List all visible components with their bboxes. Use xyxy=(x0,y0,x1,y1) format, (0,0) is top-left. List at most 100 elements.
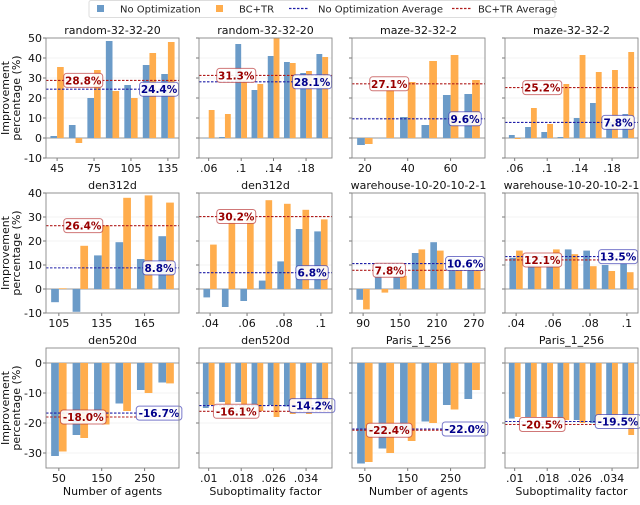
subplot: .04.06.08.112.1%13.5%warehouse-10-20-10-… xyxy=(502,179,639,330)
bar-no-optimization xyxy=(590,103,596,138)
x-tick-label: 50 xyxy=(358,472,372,485)
subplot-title: random-32-32-20 xyxy=(217,24,314,37)
bar-no-optimization xyxy=(558,137,564,138)
bar-no-optimization xyxy=(546,265,553,289)
x-tick-label: .01 xyxy=(200,472,218,485)
no-optimization-average-label: 6.8% xyxy=(297,268,327,280)
bar-bctr xyxy=(627,272,634,289)
bar-bctr xyxy=(612,363,618,420)
bar-bctr xyxy=(472,80,480,138)
bar-bctr xyxy=(563,363,569,420)
bar-no-optimization xyxy=(412,253,419,289)
bar-no-optimization xyxy=(525,127,531,138)
y-tick-label: -30 xyxy=(24,447,42,460)
x-tick-label: 135 xyxy=(157,162,178,175)
bar-no-optimization xyxy=(268,363,274,405)
bar-no-optimization xyxy=(51,363,59,456)
bar-no-optimization xyxy=(541,363,547,417)
no-optimization-average-label: -14.2% xyxy=(292,401,333,413)
bar-no-optimization xyxy=(590,363,596,423)
bar-bctr xyxy=(241,80,247,138)
bar-bctr xyxy=(76,138,83,143)
bar-bctr xyxy=(386,90,394,138)
bar-bctr xyxy=(563,84,569,138)
x-tick-label: .04 xyxy=(507,317,525,330)
bar-bctr xyxy=(386,363,394,453)
bar-bctr xyxy=(363,289,370,309)
bar-no-optimization xyxy=(443,363,451,405)
bar-no-optimization xyxy=(252,90,258,138)
bar-bctr xyxy=(365,138,373,144)
bar-no-optimization xyxy=(284,62,290,138)
bar-no-optimization xyxy=(284,363,290,407)
x-tick-label: .01 xyxy=(506,472,524,485)
bar-bctr xyxy=(590,266,597,289)
bar-no-optimization xyxy=(87,98,94,138)
x-tick-label: .18 xyxy=(603,162,621,175)
x-tick-label: .06 xyxy=(506,162,524,175)
bar-bctr xyxy=(102,225,110,289)
bar-bctr xyxy=(257,363,263,411)
bar-no-optimization xyxy=(259,281,266,289)
x-tick-label: 105 xyxy=(48,317,69,330)
bctr-average-label: 31.3% xyxy=(218,70,255,82)
bar-no-optimization xyxy=(430,242,437,289)
bar-no-optimization xyxy=(240,289,247,301)
bar-bctr xyxy=(580,55,586,138)
bar-no-optimization xyxy=(124,85,131,138)
bar-no-optimization xyxy=(116,363,124,404)
y-tick-label: -10 xyxy=(24,152,42,165)
bar-bctr xyxy=(429,363,437,423)
bar-no-optimization xyxy=(116,242,124,289)
x-tick-label: .1 xyxy=(236,162,247,175)
bar-no-optimization xyxy=(509,363,515,419)
x-tick-label: .18 xyxy=(297,162,315,175)
bar-bctr xyxy=(429,61,437,138)
x-tick-label: 150 xyxy=(390,317,411,330)
x-tick-label: .034 xyxy=(600,472,625,485)
bar-no-optimization xyxy=(143,65,150,138)
bar-bctr xyxy=(274,363,280,417)
no-optimization-average-label: -19.5% xyxy=(598,417,639,429)
bar-bctr xyxy=(59,288,67,289)
bar-bctr xyxy=(515,363,521,417)
x-tick-label: 210 xyxy=(426,317,447,330)
legend-label: No Optimization Average xyxy=(318,5,443,16)
x-tick-label: 75 xyxy=(87,162,101,175)
bar-no-optimization xyxy=(222,289,229,307)
bar-bctr xyxy=(274,38,280,138)
bar-no-optimization xyxy=(422,363,430,422)
bar-bctr xyxy=(290,63,296,138)
y-axis-label: percentage (%) xyxy=(10,55,23,140)
subplot-title: den520d xyxy=(241,334,290,347)
bar-no-optimization xyxy=(574,118,580,138)
bctr-average-label: 12.1% xyxy=(524,255,561,267)
bar-bctr xyxy=(547,363,553,417)
bar-no-optimization xyxy=(620,264,627,289)
subplot-title: random-32-32-20 xyxy=(64,24,161,37)
y-tick-label: -10 xyxy=(24,307,42,320)
no-optimization-average-label: 9.6% xyxy=(450,114,480,126)
bar-bctr xyxy=(531,108,537,138)
x-tick-label: 105 xyxy=(120,162,141,175)
bar-bctr xyxy=(59,363,67,452)
bar-bctr xyxy=(608,271,615,289)
x-tick-label: 90 xyxy=(356,317,370,330)
bar-no-optimization xyxy=(558,363,564,423)
x-tick-label: 45 xyxy=(50,162,64,175)
x-tick-label: .026 xyxy=(261,472,286,485)
bctr-average-label: 28.8% xyxy=(65,75,102,87)
bctr-average-label: 26.4% xyxy=(65,221,102,233)
subplot-title: den312d xyxy=(241,179,290,192)
bar-bctr xyxy=(455,270,462,289)
bar-bctr xyxy=(419,249,426,289)
bar-no-optimization xyxy=(509,135,515,138)
y-tick-label: 30 xyxy=(28,211,42,224)
bar-no-optimization xyxy=(525,363,531,417)
y-tick-label: 40 xyxy=(28,187,42,200)
bar-bctr xyxy=(580,363,586,423)
